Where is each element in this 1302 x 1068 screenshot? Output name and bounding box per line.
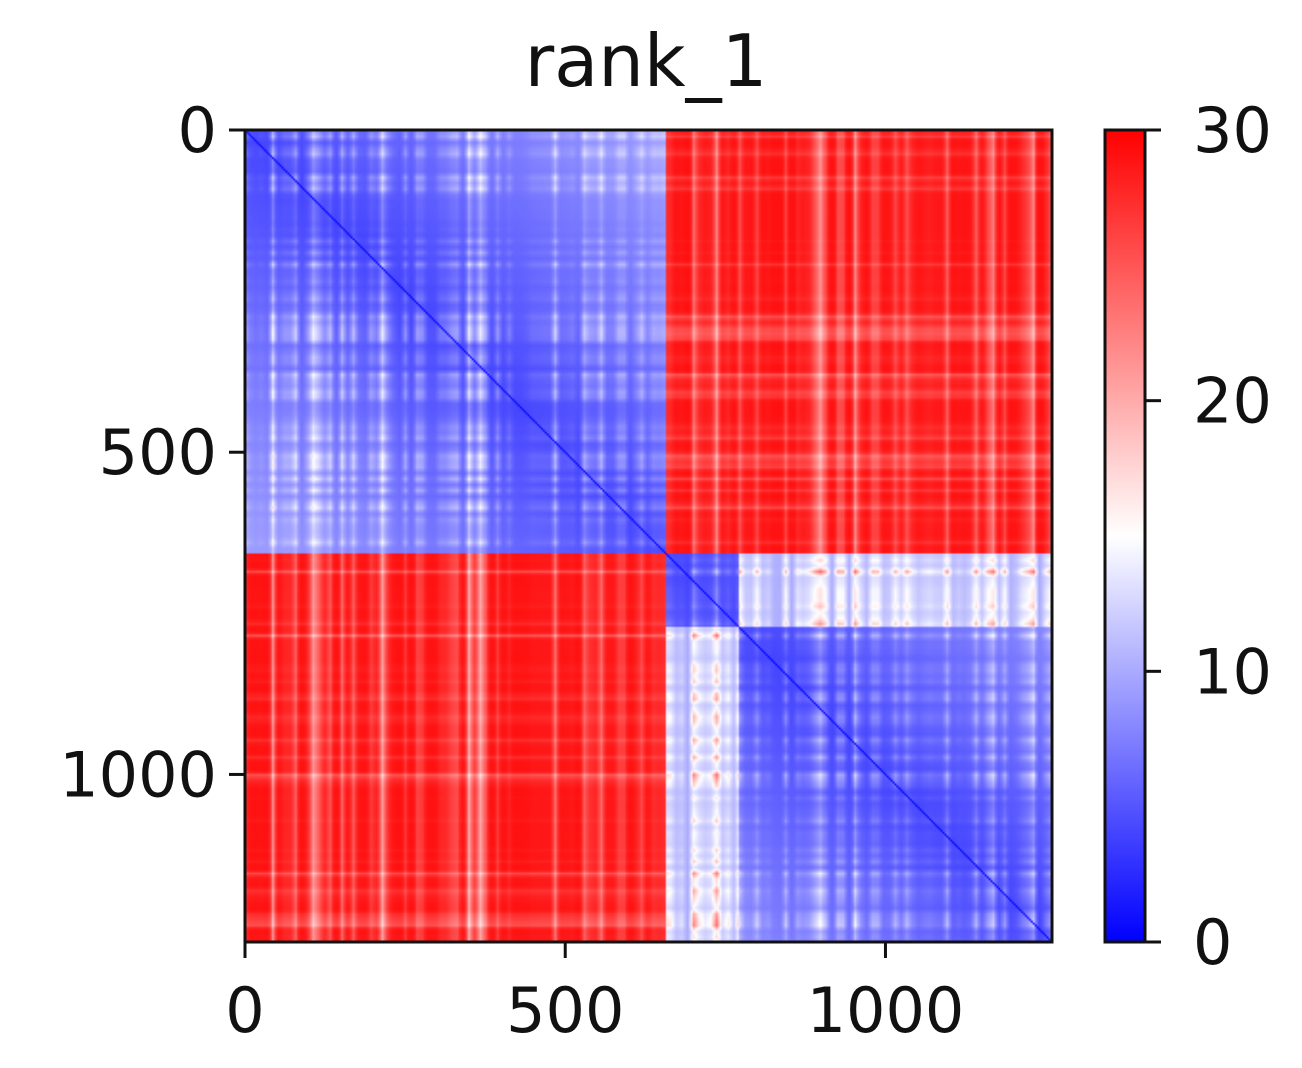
x-axis: 0 500 1000 bbox=[225, 942, 964, 1047]
colorbar-tick-label: 30 bbox=[1193, 94, 1272, 167]
colorbar-ticks: 0 10 20 30 bbox=[1145, 94, 1272, 979]
colorbar-frame bbox=[1103, 128, 1147, 944]
colorbar-tick-label: 10 bbox=[1193, 635, 1272, 708]
y-tick-label: 500 bbox=[99, 416, 217, 489]
chart-title: rank_1 bbox=[525, 19, 768, 103]
heatmap-frame bbox=[243, 128, 1054, 944]
colorbar: 0 10 20 30 bbox=[1103, 94, 1272, 979]
y-tick-label: 0 bbox=[178, 94, 217, 167]
y-axis: 0 500 1000 bbox=[59, 94, 245, 811]
x-tick-label: 1000 bbox=[807, 974, 965, 1047]
colorbar-tick-label: 20 bbox=[1193, 365, 1272, 438]
x-tick-label: 500 bbox=[506, 974, 624, 1047]
colorbar-fill bbox=[1105, 130, 1145, 942]
colorbar-tick-label: 0 bbox=[1193, 906, 1232, 979]
heatmap-matrix-image bbox=[245, 130, 1052, 942]
x-tick-label: 0 bbox=[225, 974, 264, 1047]
y-tick-label: 1000 bbox=[59, 738, 217, 811]
heatmap-area bbox=[243, 128, 1054, 944]
